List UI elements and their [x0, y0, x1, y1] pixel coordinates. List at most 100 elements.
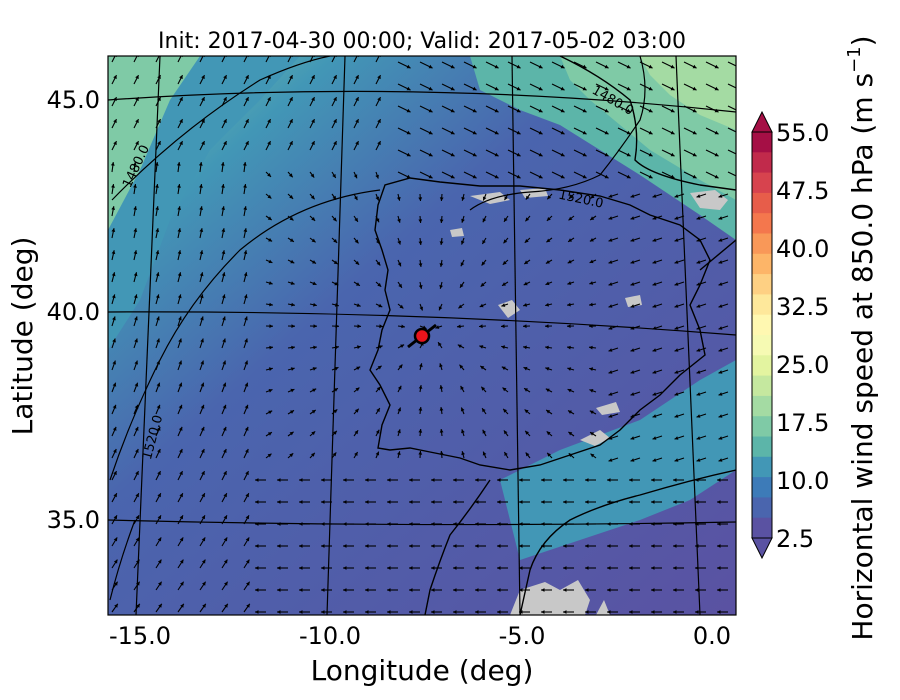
wind-vector-head	[457, 324, 461, 329]
colorbar-segment	[752, 233, 772, 255]
wind-vector-head	[695, 478, 699, 482]
wind-vector-head	[674, 216, 679, 220]
wind-vector-head	[607, 478, 611, 482]
wind-vector-head	[135, 493, 139, 498]
wind-vector-head	[717, 478, 721, 482]
wind-vector-head	[409, 522, 413, 526]
colorbar-label-exponent: −1	[844, 46, 865, 73]
wind-vector-head	[157, 141, 161, 146]
map-title: Init: 2017-04-30 00:00; Valid: 2017-05-0…	[158, 29, 686, 54]
colorbar-tick-label: 10.0	[776, 467, 829, 495]
wind-vector-head	[563, 478, 567, 482]
wind-vector-head	[673, 478, 677, 482]
wind-vector-head	[179, 537, 184, 542]
wind-vector-head	[113, 471, 117, 476]
wind-vector-head	[717, 588, 721, 592]
wind-vector-head	[519, 588, 523, 592]
wind-vector-head	[222, 316, 226, 321]
wind-vector-head	[519, 566, 523, 570]
wind-vector-head	[457, 344, 462, 349]
wind-vector-head	[538, 130, 543, 135]
wind-vector-head	[504, 217, 508, 222]
wind-vector-head	[648, 130, 653, 135]
wind-vector-head	[439, 451, 444, 455]
wind-vector-head	[568, 195, 573, 199]
wind-vector-head	[112, 316, 116, 321]
wind-vector-head	[377, 141, 381, 146]
wind-vector-head	[321, 544, 325, 548]
wind-vector-head	[648, 64, 653, 69]
wind-vector-head	[377, 75, 381, 80]
wind-vector-head	[406, 130, 411, 135]
wind-vector-head	[516, 64, 521, 69]
wind-vector-head	[670, 86, 675, 91]
wind-vector-head	[409, 610, 413, 614]
wind-vector-head	[418, 219, 423, 223]
wind-vector-head	[406, 108, 411, 113]
wind-vector-head	[397, 451, 401, 456]
wind-vector-head	[607, 500, 611, 504]
wind-vector-head	[560, 130, 565, 135]
wind-vector-head	[343, 522, 347, 526]
wind-vector-head	[111, 272, 116, 277]
land-mask-patches	[450, 188, 728, 615]
wind-vector-head	[516, 108, 521, 113]
wind-vectors	[110, 56, 736, 614]
x-tick-label: 0.0	[693, 622, 731, 650]
wind-vector-head	[277, 566, 281, 570]
wind-vector-head	[246, 581, 250, 586]
wind-vector-head	[223, 97, 227, 102]
wind-vector-head	[479, 345, 484, 349]
wind-vector-head	[541, 610, 545, 614]
wind-vector-head	[418, 407, 423, 411]
wind-vector-head	[692, 130, 697, 135]
wind-vector-head	[112, 404, 117, 409]
wind-vector-head	[608, 282, 613, 286]
wind-vector-head	[670, 174, 675, 179]
wind-vector-head	[377, 97, 381, 102]
wind-vector-head	[696, 348, 701, 352]
wind-vector-head	[356, 366, 361, 371]
wind-vector-head	[222, 382, 227, 387]
wind-vector-head	[560, 108, 565, 113]
wind-vector-head	[111, 228, 116, 232]
wind-vector-head	[472, 152, 477, 157]
wind-vector-head	[397, 262, 402, 267]
wind-vector-head	[546, 431, 551, 436]
wind-vector-head	[113, 515, 117, 520]
wind-vector-head	[156, 360, 160, 365]
x-tick-label: -5.0	[499, 622, 546, 650]
wind-vector-head	[387, 522, 391, 526]
wind-vector-head	[630, 414, 635, 418]
wind-vector-head	[418, 429, 423, 433]
wind-vector-head	[475, 500, 479, 504]
wind-vector-head	[243, 184, 247, 188]
wind-vector-head	[267, 432, 272, 436]
wind-vector-head	[133, 294, 138, 299]
wind-vector-head	[545, 367, 550, 371]
wind-vector-head	[626, 174, 631, 179]
wind-vector-head	[289, 431, 294, 436]
wind-vector-head	[541, 544, 545, 548]
wind-vector-head	[136, 581, 140, 586]
wind-vector-head	[134, 316, 138, 321]
wind-vector-head	[503, 408, 507, 413]
wind-vector-head	[134, 360, 138, 365]
wind-vector-head	[268, 281, 273, 285]
wind-vector-head	[299, 544, 303, 548]
wind-vector-head	[538, 174, 543, 179]
wind-vector-head	[200, 338, 204, 343]
wind-vector-head	[475, 566, 479, 570]
wind-vector-head	[267, 141, 271, 146]
colorbar-extend-max	[751, 110, 773, 133]
wind-vector	[727, 61, 736, 67]
wind-vector-head	[608, 304, 613, 308]
wind-vector-head	[178, 382, 183, 387]
wind-vector-head	[523, 303, 528, 307]
wind-vector-head	[178, 426, 183, 431]
wind-vector-head	[497, 500, 501, 504]
wind-vector-head	[376, 240, 380, 244]
wind-vector	[353, 56, 358, 63]
wind-vector-head	[156, 426, 161, 431]
wind-vector-head	[604, 174, 609, 179]
